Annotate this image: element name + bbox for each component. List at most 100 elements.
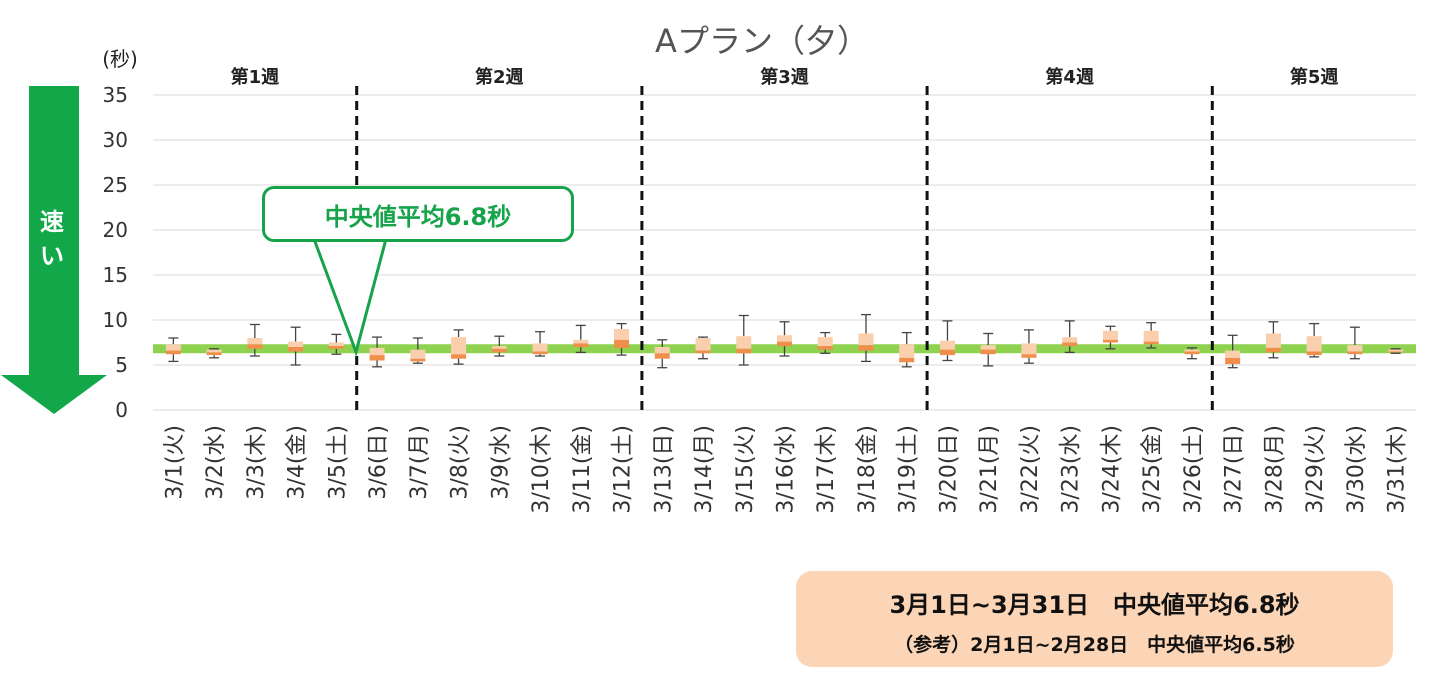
box-1 xyxy=(165,337,181,363)
box-upper xyxy=(1225,350,1241,358)
box-31 xyxy=(1388,348,1404,354)
box-upper xyxy=(288,341,304,347)
box-lower xyxy=(1021,354,1037,358)
x-tick-label: 3/6(日) xyxy=(366,425,391,500)
box-8 xyxy=(451,329,467,365)
y-tick-label: 10 xyxy=(103,308,128,332)
box-lower xyxy=(1184,351,1200,355)
box-25 xyxy=(1143,322,1159,349)
x-tick-label: 3/21(月) xyxy=(977,425,1002,514)
y-tick-label: 20 xyxy=(103,218,128,242)
x-tick-label: 3/8(火) xyxy=(448,425,473,500)
x-tick-label: 3/18(金) xyxy=(855,425,880,514)
box-lower xyxy=(165,350,181,355)
box-23 xyxy=(1062,320,1078,354)
box-7 xyxy=(410,337,426,364)
box-upper xyxy=(369,347,385,356)
x-tick-label: 3/13(日) xyxy=(651,425,676,514)
y-tick-label: 0 xyxy=(115,398,128,422)
box-upper xyxy=(1021,343,1037,355)
x-tick-label: 3/17(木) xyxy=(814,425,839,514)
box-30 xyxy=(1347,326,1363,360)
box-lower xyxy=(532,351,548,355)
callout-text: 中央値平均6.8秒 xyxy=(324,202,512,231)
box-upper xyxy=(165,344,181,351)
x-tick-label: 3/23(水) xyxy=(1059,425,1084,514)
box-upper xyxy=(206,349,222,353)
box-upper xyxy=(1143,330,1159,342)
box-lower xyxy=(328,346,344,349)
box-upper xyxy=(491,346,507,349)
box-lower xyxy=(1306,351,1322,356)
box-4 xyxy=(288,326,304,366)
x-tick-label: 3/10(木) xyxy=(529,425,554,514)
box-18 xyxy=(858,313,874,363)
x-tick-label: 3/12(土) xyxy=(611,425,636,514)
box-2 xyxy=(206,348,222,359)
box-upper xyxy=(1347,345,1363,352)
box-upper xyxy=(777,335,792,342)
x-tick-label: 3/7(月) xyxy=(407,425,432,500)
box-lower xyxy=(899,357,915,363)
faster-label: 速い xyxy=(40,208,64,270)
box-lower xyxy=(451,354,467,359)
chart-title: Aプラン（夕） xyxy=(655,22,869,60)
down-arrow-icon xyxy=(1,86,107,414)
box-lower xyxy=(695,350,711,354)
week-label: 第5週 xyxy=(1290,66,1339,88)
box-lower xyxy=(206,352,222,356)
box-upper xyxy=(247,338,263,345)
y-tick-label: 5 xyxy=(115,353,128,377)
box-21 xyxy=(980,332,996,367)
x-tick-label: 3/5(土) xyxy=(325,425,350,500)
box-lower xyxy=(858,345,874,351)
box-lower xyxy=(288,347,304,352)
box-upper xyxy=(1062,337,1078,343)
summary-main: 3月1日~3月31日 中央値平均6.8秒 xyxy=(889,591,1300,619)
callout-pointer xyxy=(311,237,388,357)
box-5 xyxy=(328,333,344,355)
box-29 xyxy=(1306,322,1322,358)
box-upper xyxy=(1265,333,1281,348)
y-axis-unit: (秒) xyxy=(102,47,138,71)
summary-box: 3月1日~3月31日 中央値平均6.8秒 （参考）2月1日~2月28日 中央値平… xyxy=(796,571,1393,667)
x-tick-label: 3/20(日) xyxy=(936,425,961,514)
box-15 xyxy=(736,314,752,366)
box-lower xyxy=(247,344,263,349)
box-upper xyxy=(1388,349,1404,352)
box-upper xyxy=(695,338,711,351)
x-tick-label: 3/1(火) xyxy=(162,425,187,500)
box-lower xyxy=(369,355,385,361)
x-tick-label: 3/25(金) xyxy=(1140,425,1165,514)
box-upper xyxy=(410,349,426,359)
box-lower xyxy=(1102,339,1118,343)
week-label: 第4週 xyxy=(1045,66,1094,88)
box-upper xyxy=(1102,330,1118,340)
box-6 xyxy=(369,336,385,368)
box-lower xyxy=(736,348,752,354)
x-tick-label: 3/24(木) xyxy=(1099,425,1124,514)
summary-reference: （参考）2月1日~2月28日 中央値平均6.5秒 xyxy=(894,634,1295,656)
x-tick-label: 3/27(日) xyxy=(1222,425,1247,514)
box-lower xyxy=(1388,351,1404,353)
week-label: 第3週 xyxy=(760,66,809,88)
box-22 xyxy=(1021,329,1037,364)
box-upper xyxy=(1184,349,1200,352)
box-upper xyxy=(858,333,874,346)
x-tick-label: 3/3(木) xyxy=(244,425,269,500)
box-lower xyxy=(1143,341,1159,345)
x-tick-label: 3/26(土) xyxy=(1181,425,1206,514)
box-3 xyxy=(247,323,263,357)
box-28 xyxy=(1265,321,1281,359)
y-tick-label: 25 xyxy=(103,173,128,197)
box-lower xyxy=(817,346,833,350)
box-17 xyxy=(817,331,833,354)
box-lower xyxy=(980,349,996,355)
box-lower xyxy=(1347,351,1363,355)
y-tick-label: 15 xyxy=(103,263,128,287)
x-tick-label: 3/22(火) xyxy=(1018,425,1043,514)
x-tick-label: 3/2(水) xyxy=(203,425,228,500)
box-lower xyxy=(1225,357,1241,365)
box-lower xyxy=(491,348,507,353)
